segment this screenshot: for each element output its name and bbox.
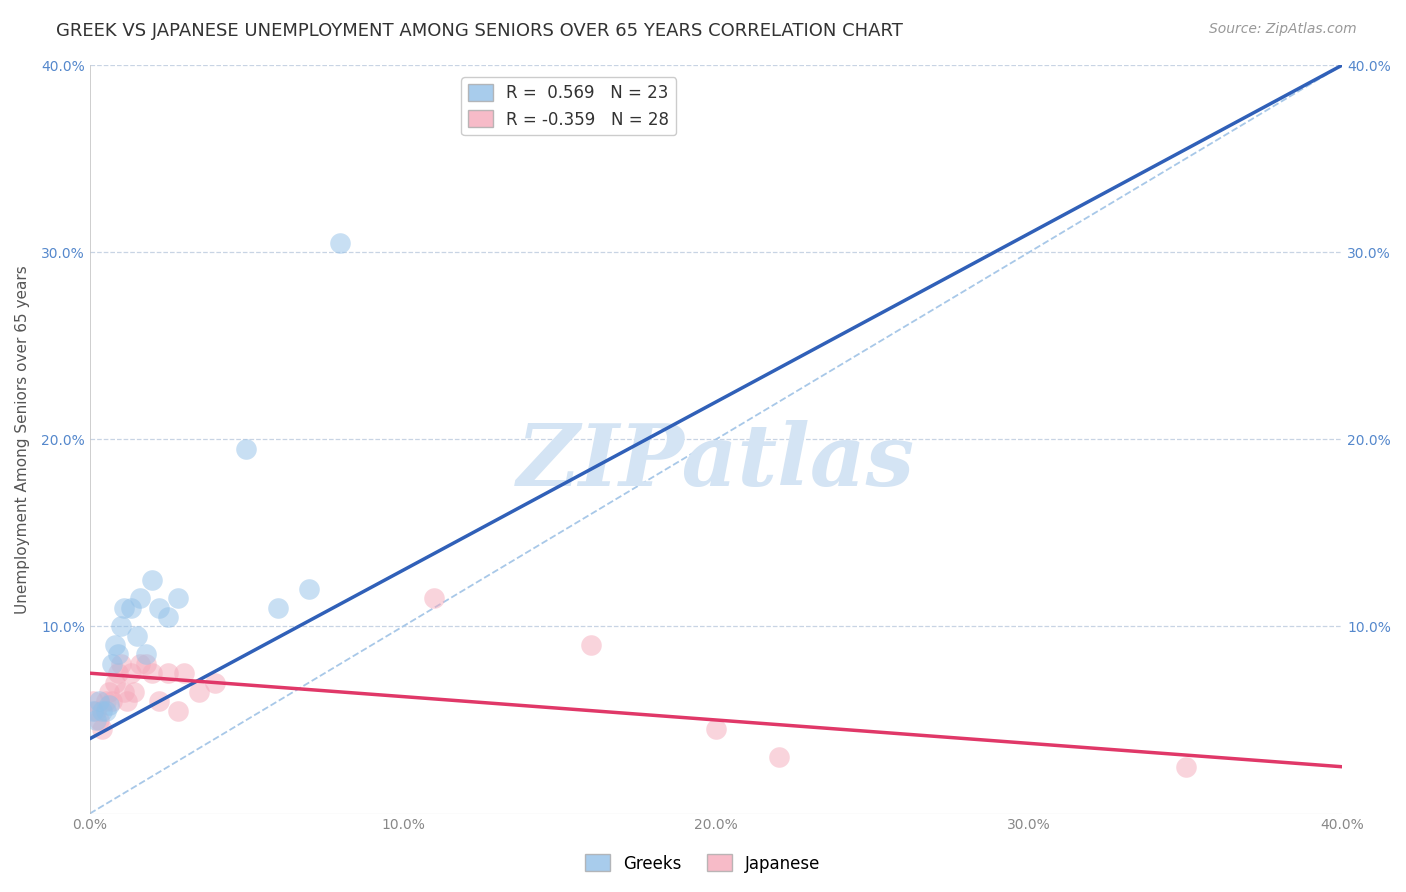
Point: [107, 648, 129, 662]
Point: [84, 704, 107, 718]
Point: [97, 685, 120, 699]
Point: [157, 610, 180, 624]
Legend: Greeks, Japanese: Greeks, Japanese: [579, 847, 827, 880]
Point: [91, 704, 114, 718]
Point: [112, 685, 135, 699]
Point: [135, 657, 157, 671]
Point: [204, 675, 226, 690]
Text: ZIPatlas: ZIPatlas: [517, 420, 915, 503]
Point: [768, 750, 790, 764]
Point: [84, 713, 107, 727]
Point: [579, 638, 602, 652]
Point: [122, 685, 145, 699]
Point: [235, 442, 257, 456]
Legend: R =  0.569   N = 23, R = -0.359   N = 28: R = 0.569 N = 23, R = -0.359 N = 28: [461, 78, 676, 136]
Point: [97, 698, 120, 712]
Point: [82, 704, 104, 718]
Point: [704, 723, 727, 737]
Point: [89, 694, 111, 708]
Point: [148, 694, 170, 708]
Point: [166, 591, 188, 606]
Point: [100, 694, 122, 708]
Point: [129, 591, 152, 606]
Point: [94, 694, 117, 708]
Point: [298, 582, 321, 596]
Point: [188, 685, 211, 699]
Point: [107, 666, 129, 681]
Y-axis label: Unemployment Among Seniors over 65 years: Unemployment Among Seniors over 65 years: [15, 265, 30, 614]
Point: [110, 619, 132, 633]
Text: GREEK VS JAPANESE UNEMPLOYMENT AMONG SENIORS OVER 65 YEARS CORRELATION CHART: GREEK VS JAPANESE UNEMPLOYMENT AMONG SEN…: [56, 22, 903, 40]
Text: Source: ZipAtlas.com: Source: ZipAtlas.com: [1209, 22, 1357, 37]
Point: [82, 694, 104, 708]
Point: [135, 648, 157, 662]
Point: [129, 657, 152, 671]
Point: [89, 713, 111, 727]
Point: [157, 666, 180, 681]
Point: [148, 600, 170, 615]
Point: [329, 235, 352, 250]
Point: [267, 600, 290, 615]
Point: [423, 591, 446, 606]
Point: [112, 600, 135, 615]
Point: [1174, 760, 1197, 774]
Point: [173, 666, 195, 681]
Point: [91, 723, 114, 737]
Point: [110, 657, 132, 671]
Point: [94, 704, 117, 718]
Point: [166, 704, 188, 718]
Point: [100, 657, 122, 671]
Point: [120, 666, 142, 681]
Point: [141, 666, 163, 681]
Point: [120, 600, 142, 615]
Point: [117, 694, 139, 708]
Point: [125, 629, 148, 643]
Point: [141, 573, 163, 587]
Point: [104, 675, 127, 690]
Point: [104, 638, 127, 652]
